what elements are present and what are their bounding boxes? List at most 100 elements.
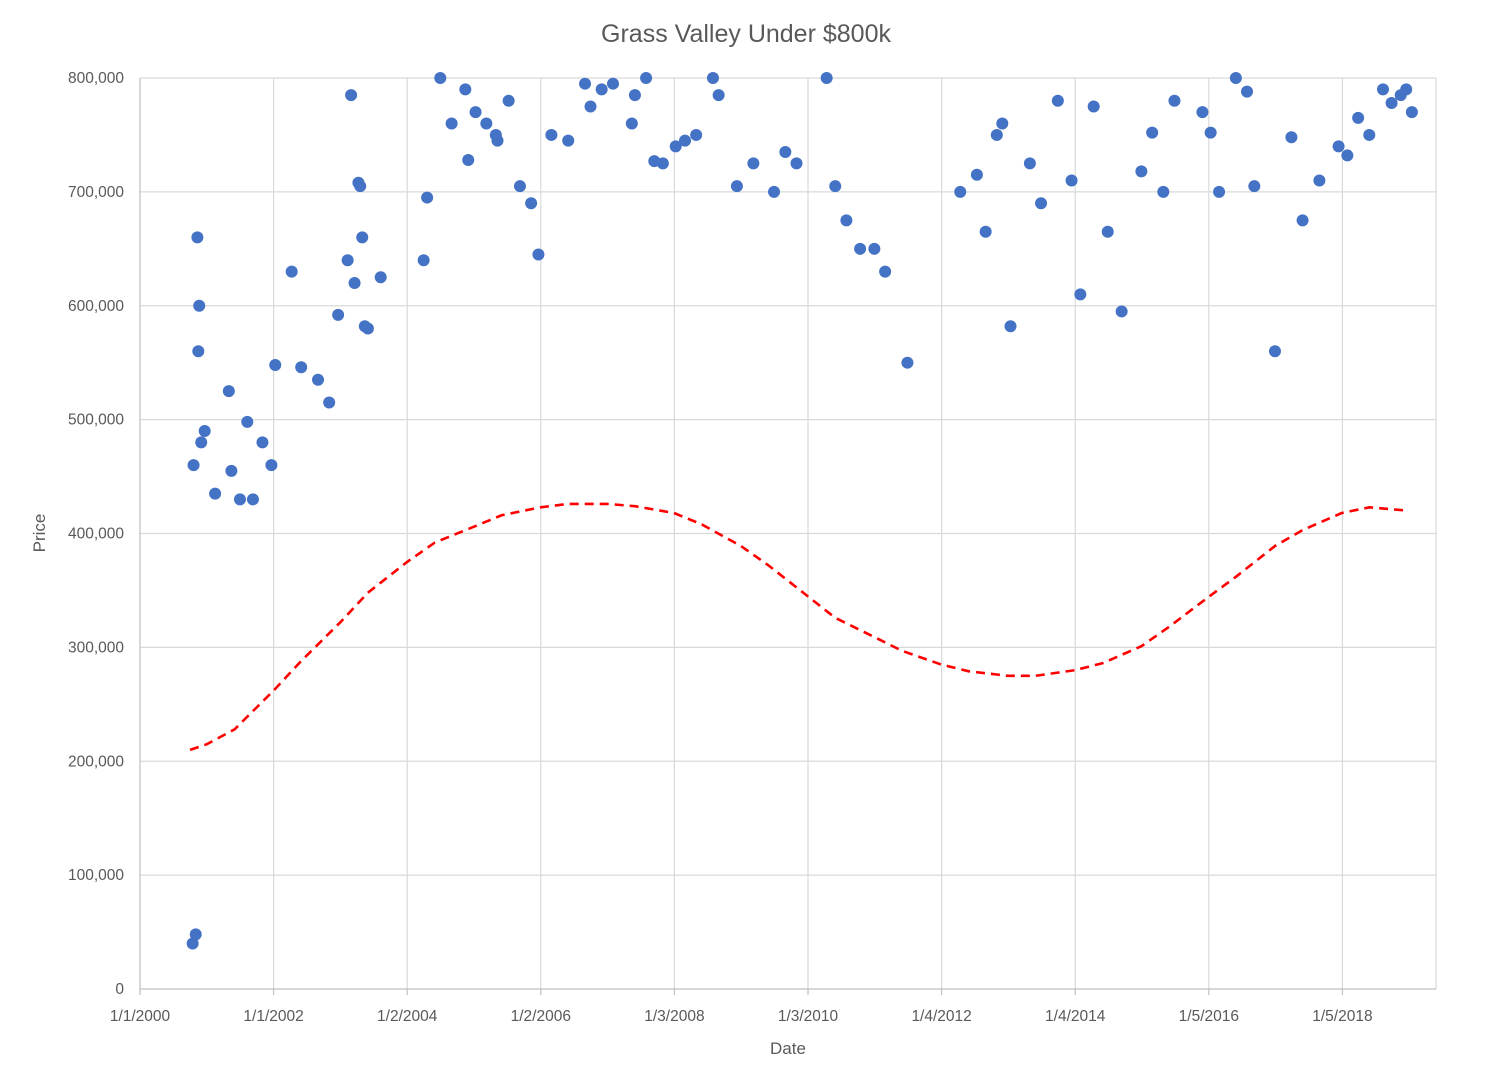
chart-title: Grass Valley Under $800k [601,20,891,48]
x-tick-label: 1/5/2016 [1179,1008,1239,1025]
data-point [1313,174,1326,187]
trendline-path [189,502,1409,752]
data-point [445,117,458,130]
data-point [532,248,545,261]
data-point [584,100,597,113]
data-point [901,356,914,369]
y-axis-title: Price [30,514,49,553]
data-point [421,191,434,204]
data-point [312,373,325,386]
data-point [829,180,842,193]
data-point [189,928,202,941]
data-point [656,157,669,170]
y-tick-label: 500,000 [68,412,124,429]
data-point [1296,214,1309,227]
gridlines [140,77,1437,989]
data-point [747,157,760,170]
data-point [820,72,833,84]
data-point [225,464,238,477]
data-point [1168,94,1181,107]
data-point [469,106,482,119]
x-tick-label: 1/4/2012 [911,1008,971,1025]
data-point [595,83,608,96]
x-tick-label: 1/5/2018 [1312,1008,1372,1025]
data-point [192,345,205,358]
data-point [525,197,538,210]
data-point [187,459,200,472]
data-point [1146,126,1159,139]
y-tick-label: 0 [115,981,124,998]
data-point [1341,149,1354,162]
data-point [191,231,204,244]
x-tick-label: 1/3/2010 [778,1008,839,1025]
data-point [323,396,336,409]
data-point [979,225,992,238]
data-point [198,425,211,438]
data-point [241,415,254,428]
data-point [1376,83,1389,96]
x-tick-label: 1/4/2014 [1045,1008,1106,1025]
data-point [265,459,278,472]
data-point [502,94,515,107]
data-point [854,242,867,255]
data-point [954,185,967,198]
y-tick-label: 200,000 [68,753,124,770]
data-point [434,72,447,84]
data-point [690,128,703,141]
data-point [1074,288,1087,301]
data-point [374,271,387,284]
y-tick-label: 100,000 [68,867,124,884]
x-tick-label: 1/3/2008 [644,1008,704,1025]
data-point [790,157,803,170]
data-point [480,117,493,130]
data-point [256,436,269,449]
data-point [562,134,575,147]
data-point [209,487,222,500]
axes: 0 100,000 200,000 300,000 400,000 500,000 600,… [68,70,1436,1025]
x-tick-label: 1/2/2004 [377,1008,438,1025]
data-point [195,436,208,449]
data-point [491,134,504,147]
data-point [348,276,361,289]
data-point [513,180,526,193]
data-point [1285,131,1298,144]
data-point [990,128,1003,141]
data-point [679,134,692,147]
data-point [607,77,620,90]
data-point [768,185,781,198]
data-point [730,180,743,193]
y-tick-label: 700,000 [68,184,124,201]
data-point [1241,85,1254,98]
data-point [1268,345,1281,358]
data-point [269,358,282,371]
data-point [1332,140,1345,153]
data-point [1051,94,1064,107]
data-point [1204,126,1217,139]
data-point [579,77,592,90]
data-point [186,937,199,950]
data-point [1135,165,1148,178]
data-point [1196,106,1209,119]
data-point [1248,180,1261,193]
data-point [1087,100,1100,113]
y-tick-label: 600,000 [68,298,124,315]
data-point [1023,157,1036,170]
data-point [1065,174,1078,187]
data-point [222,385,235,398]
data-point [996,117,1009,130]
x-axis-title: Date [770,1039,806,1058]
data-points [186,72,1418,950]
data-point [628,89,641,102]
data-point [640,72,653,84]
data-point [868,242,881,255]
data-point [1229,72,1242,84]
data-point [840,214,853,227]
data-point [345,89,358,102]
data-point [332,308,345,321]
data-point [1101,225,1114,238]
data-point [285,265,298,278]
data-point [970,168,983,181]
x-tick-label: 1/2/2006 [511,1008,571,1025]
x-tick-label: 1/1/2002 [243,1008,303,1025]
data-point [1115,305,1128,318]
